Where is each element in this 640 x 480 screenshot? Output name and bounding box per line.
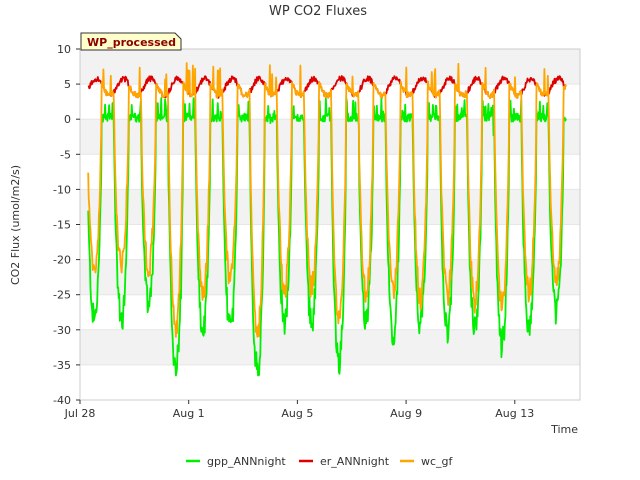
series-line-wc_gf <box>87 62 567 338</box>
grid-band <box>80 329 580 365</box>
badge-label: WP_processed <box>87 36 176 49</box>
grid-band <box>80 364 580 400</box>
x-axis: Jul 28 Aug 1 Aug 5 Aug 9 Aug 13 <box>64 400 534 420</box>
grid-band <box>80 224 580 260</box>
x-axis-label: Time <box>550 423 578 436</box>
y-tick-label: -30 <box>53 324 71 337</box>
y-tick-label: -40 <box>53 394 71 407</box>
series-layer <box>87 62 567 377</box>
x-tick-label: Aug 1 <box>173 407 205 420</box>
y-tick-label: -5 <box>60 148 71 161</box>
y-axis: 10 5 0 -5 -10 -15 -20 -25 -30 -35 -40 <box>53 43 80 407</box>
x-tick-label: Aug 9 <box>390 407 422 420</box>
grid-band <box>80 119 580 155</box>
badge-box <box>80 32 182 51</box>
y-tick-label: 10 <box>57 43 71 56</box>
legend-label-er_ANNnight: er_ANNnight <box>320 455 390 468</box>
y-tick-label: -10 <box>53 183 71 196</box>
y-tick-label: 5 <box>64 78 71 91</box>
y-tick-label: -20 <box>53 254 71 267</box>
y-tick-label: -15 <box>53 219 71 232</box>
grid-band <box>80 154 580 190</box>
legend-label-gpp_ANNnight: gpp_ANNnight <box>207 455 286 468</box>
x-tick-label: Aug 5 <box>281 407 313 420</box>
legend: gpp_ANNnight er_ANNnight wc_gf <box>186 455 454 468</box>
legend-label-wc_gf: wc_gf <box>421 455 454 468</box>
y-tick-label: -35 <box>53 359 71 372</box>
x-tick-label: Jul 28 <box>64 407 96 420</box>
chart-title: WP CO2 Fluxes <box>269 4 367 19</box>
y-tick-label: -25 <box>53 289 71 302</box>
x-tick-label: Aug 13 <box>495 407 534 420</box>
y-axis-label: CO2 Flux (umol/m2/s) <box>9 165 22 285</box>
grid-band <box>80 49 580 85</box>
processed-badge: WP_processed <box>80 32 182 51</box>
grid-band <box>80 294 580 330</box>
y-tick-label: 0 <box>64 113 71 126</box>
